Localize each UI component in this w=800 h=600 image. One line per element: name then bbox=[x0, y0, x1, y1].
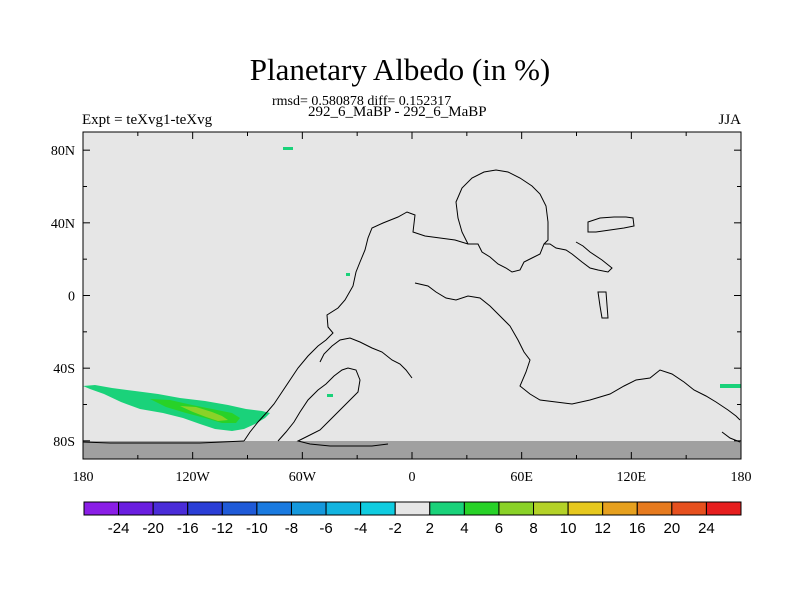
colorbar-swatch bbox=[118, 501, 154, 516]
x-tick-label: 60W bbox=[289, 470, 317, 485]
colorbar-swatch bbox=[533, 501, 569, 516]
outline-central-ridge bbox=[319, 337, 413, 379]
colorbar-label: 4 bbox=[460, 520, 468, 537]
y-axis: 80N 40N 0 40S 80S bbox=[51, 144, 741, 450]
colorbar-label: 20 bbox=[663, 520, 680, 537]
colorbar-swatch bbox=[636, 501, 673, 516]
x-tick-label: 180 bbox=[73, 470, 94, 485]
chart-title: Planetary Albedo (in %) bbox=[249, 52, 551, 87]
colorbar-swatch bbox=[602, 501, 638, 516]
colorbar-swatch bbox=[360, 501, 396, 516]
colorbar-swatch bbox=[221, 501, 258, 516]
stats-text: rmsd= 0.580878 diff= 0.152317 bbox=[272, 94, 452, 109]
anomaly-level-6-8 bbox=[180, 406, 228, 421]
outline-equatorial-island bbox=[597, 291, 609, 319]
y-tick-label: 80S bbox=[53, 435, 75, 450]
outline-inner-west bbox=[277, 367, 389, 447]
y-tick-label: 40S bbox=[53, 362, 75, 377]
colorbar-swatch bbox=[429, 501, 465, 516]
colorbar-label: -2 bbox=[389, 520, 402, 537]
outline-eastern-coast bbox=[414, 282, 741, 421]
colorbar-label: -20 bbox=[142, 520, 164, 537]
x-tick-label: 120E bbox=[617, 470, 647, 485]
x-axis: 180 120W 60W 0 60E 120E 180 bbox=[73, 132, 752, 485]
colorbar-swatch bbox=[152, 501, 189, 516]
colorbar-label: -12 bbox=[211, 520, 233, 537]
anomaly-small-patch bbox=[327, 394, 333, 397]
colorbar-swatch bbox=[498, 501, 535, 516]
colorbar-swatch bbox=[567, 501, 604, 516]
anomaly-tiny-patch bbox=[346, 273, 350, 276]
x-tick-label: 60E bbox=[510, 470, 533, 485]
colorbar-label: -10 bbox=[246, 520, 268, 537]
outline-northern-arc bbox=[455, 169, 549, 245]
anomaly-southern-pacific bbox=[83, 385, 270, 431]
colorbar-label: 6 bbox=[495, 520, 503, 537]
colorbar: -24 -20 -16 -12 -10 -8 -6 -4 -2 2 4 6 8 10 12 16 20 24 bbox=[83, 501, 742, 537]
colorbar-label: 16 bbox=[629, 520, 646, 537]
colorbar-swatch bbox=[290, 501, 327, 516]
colorbar-swatch bbox=[187, 501, 223, 516]
continent-outlines bbox=[82, 169, 741, 447]
colorbar-swatch bbox=[671, 501, 707, 516]
colorbar-label: -6 bbox=[319, 520, 332, 537]
colorbar-label: -16 bbox=[177, 520, 199, 537]
colorbar-label: 10 bbox=[560, 520, 577, 537]
colorbar-label: -8 bbox=[285, 520, 298, 537]
colorbar-swatch bbox=[394, 501, 431, 516]
anomaly-south-indian-patch bbox=[720, 384, 741, 388]
colorbar-swatch bbox=[705, 501, 742, 516]
colorbar-label: 8 bbox=[529, 520, 537, 537]
x-tick-label: 180 bbox=[731, 470, 752, 485]
x-tick-label: 120W bbox=[176, 470, 211, 485]
case-label: 292_6_MaBP - 292_6_MaBP bbox=[308, 104, 487, 120]
x-tick-label: 0 bbox=[409, 470, 416, 485]
colorbar-label: 2 bbox=[426, 520, 434, 537]
colorbar-label: -4 bbox=[354, 520, 367, 537]
colorbar-swatch bbox=[256, 501, 292, 516]
colorbar-label: 24 bbox=[698, 520, 715, 537]
y-tick-label: 40N bbox=[51, 217, 75, 232]
missing-data-band bbox=[83, 441, 741, 459]
experiment-label: Expt = teXvg1-teXvg bbox=[82, 112, 213, 128]
colorbar-swatch bbox=[463, 501, 500, 516]
y-tick-label: 80N bbox=[51, 144, 75, 159]
outline-northeast-island bbox=[587, 216, 635, 233]
colorbar-label: 12 bbox=[594, 520, 611, 537]
outline-landmass-west bbox=[243, 211, 613, 442]
anomaly-arctic-patch bbox=[283, 147, 293, 150]
y-tick-label: 0 bbox=[68, 290, 75, 305]
season-label: JJA bbox=[718, 112, 741, 128]
outline-southern-shelf bbox=[82, 440, 245, 444]
colorbar-label: -24 bbox=[108, 520, 130, 537]
colorbar-swatch bbox=[325, 501, 362, 516]
colorbar-swatch bbox=[83, 501, 120, 516]
